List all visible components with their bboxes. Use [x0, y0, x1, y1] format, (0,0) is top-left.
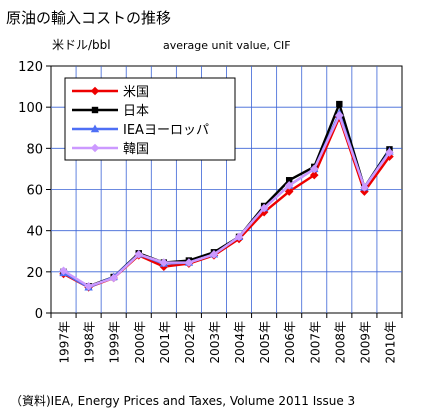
x-tick-label: 2010年 [383, 321, 397, 364]
x-tick-label: 2003年 [208, 321, 222, 364]
x-tick-label: 2004年 [233, 321, 247, 364]
data-point [385, 148, 394, 157]
y-tick-label: 60 [26, 184, 43, 199]
data-point [59, 266, 68, 276]
legend-marker [91, 106, 99, 114]
y-tick-label: 120 [18, 60, 43, 75]
x-tick-label: 2008年 [333, 321, 347, 364]
x-tick-label: 2000年 [133, 321, 147, 364]
data-point [134, 250, 144, 259]
y-tick-label: 80 [26, 142, 43, 157]
line-chart: 米ドル/bbl average unit value, CIF 0 20 40 60 8… [18, 38, 403, 364]
x-tick-label: 1999年 [108, 321, 122, 364]
data-point [184, 258, 194, 267]
data-point [309, 170, 319, 180]
data-point [335, 111, 344, 120]
data-point [209, 250, 219, 259]
y-tick-label: 100 [18, 101, 43, 116]
data-point [284, 181, 294, 190]
y-axis-label: 米ドル/bbl [52, 38, 111, 52]
data-point [234, 232, 244, 242]
data-point [259, 203, 269, 213]
data-point [309, 164, 319, 174]
chart-title: 原油の輸入コストの推移 [6, 9, 172, 27]
x-tick-label: 2009年 [358, 321, 372, 364]
data-point [109, 273, 118, 283]
legend-marker [90, 124, 100, 133]
y-tick-label: 40 [26, 225, 43, 240]
data-point [285, 177, 293, 184]
legend-label: IEAヨーロッパ [123, 123, 209, 138]
chart-subtitle: average unit value, CIF [163, 39, 291, 52]
x-tick-label: 2001年 [158, 321, 172, 364]
data-point [84, 281, 93, 291]
legend-label: 米国 [123, 85, 149, 100]
data-point [360, 183, 369, 192]
x-tick-label: 2006年 [283, 321, 297, 364]
data-point [336, 100, 343, 108]
source-note: （資料)IEA, Energy Prices and Taxes, Volume… [10, 394, 356, 408]
legend-marker [90, 143, 100, 153]
x-tick-label: 2005年 [258, 321, 272, 364]
x-tick-label: 1997年 [58, 321, 72, 364]
x-tick-label: 1998年 [83, 321, 97, 364]
y-tick-label: 20 [26, 266, 43, 281]
legend-marker [90, 86, 100, 96]
x-tick-label: 2002年 [183, 321, 197, 364]
series-line [62, 114, 391, 288]
data-point [284, 187, 294, 196]
legend-label: 日本 [123, 104, 149, 119]
y-tick-label: 0 [35, 307, 43, 322]
x-tick-label: 2007年 [308, 321, 322, 364]
legend-label: 韓国 [123, 142, 149, 157]
data-point [159, 258, 169, 267]
